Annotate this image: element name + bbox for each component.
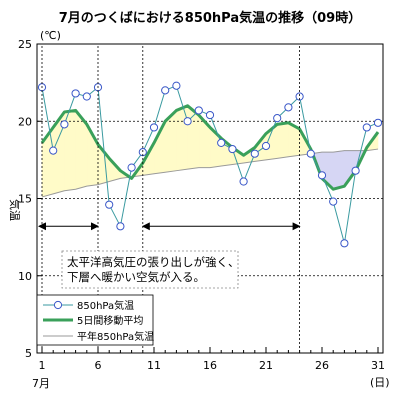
x-caption: 7月 [32, 377, 50, 390]
data-point [105, 200, 114, 209]
data-point [60, 120, 69, 129]
data-point [340, 239, 349, 248]
x-tick-label: 6 [95, 359, 102, 372]
data-point [306, 149, 315, 158]
data-point [127, 163, 136, 172]
x-tick-label: 26 [315, 359, 329, 372]
data-point [183, 117, 192, 126]
y-tick-label: 15 [18, 193, 32, 206]
legend-label: 平年850hPa気温 [77, 330, 154, 343]
x-tick-label: 16 [203, 359, 217, 372]
y-axis-label: 気温 [8, 199, 22, 221]
data-point [295, 92, 304, 101]
data-point [49, 146, 58, 155]
y-tick-label: 10 [18, 270, 32, 283]
series-normal-line [41, 148, 379, 198]
data-point [239, 177, 248, 186]
legend-label: 5日間移動平均 [77, 314, 143, 327]
x-unit-label: (日) [370, 376, 390, 389]
data-point [217, 138, 226, 147]
warm-anomaly-fill [276, 122, 289, 159]
data-point [351, 166, 360, 175]
x-tick-label: 1 [39, 359, 46, 372]
data-point [82, 92, 91, 101]
legend-label: 850hPa気温 [77, 299, 134, 312]
data-point [317, 171, 327, 180]
x-tick-label: 31 [371, 359, 385, 372]
data-point [329, 197, 338, 206]
y-unit-label: (℃) [40, 29, 61, 42]
data-point [284, 103, 293, 112]
chart-title: 7月のつくばにおける850hPa気温の推移（09時） [59, 10, 361, 26]
y-tick-label: 20 [18, 115, 32, 128]
annotation-box [61, 250, 239, 289]
y-tick-label: 5 [25, 347, 32, 360]
data-point [373, 118, 383, 127]
data-point [261, 141, 271, 151]
data-point [228, 144, 237, 154]
data-point [71, 89, 80, 98]
data-point [205, 110, 215, 120]
x-tick-label: 21 [259, 359, 273, 372]
x-tick-label: 11 [147, 359, 161, 372]
data-point [273, 114, 282, 123]
data-point [362, 123, 371, 132]
annotation-text: 太平洋高気圧の張り出しが強く、 [67, 255, 240, 269]
data-point [250, 149, 259, 158]
data-point [116, 222, 125, 231]
y-tick-label: 25 [18, 38, 32, 51]
warm-anomaly-fill [41, 126, 54, 198]
data-point [161, 86, 170, 95]
data-point [194, 106, 203, 115]
data-point [172, 81, 181, 90]
legend-observed-marker [53, 300, 63, 310]
data-point [149, 123, 159, 132]
annotation-text: 下層へ暖かい空気が入る。 [67, 270, 205, 284]
cool-anomaly-fill [332, 150, 345, 190]
